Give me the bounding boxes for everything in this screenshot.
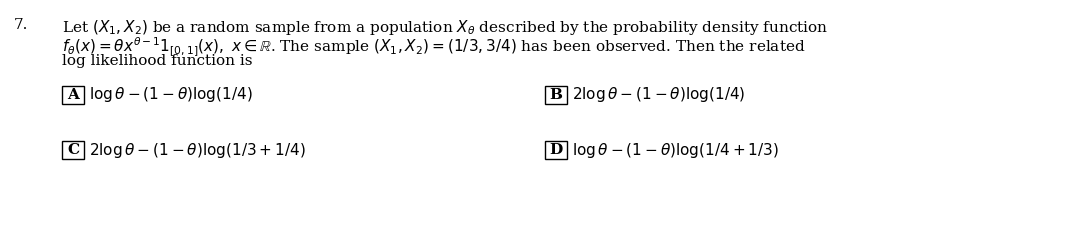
Text: $\log\theta - (1-\theta)\log(1/4)$: $\log\theta - (1-\theta)\log(1/4)$ — [88, 86, 252, 104]
Text: Let $(X_1, X_2)$ be a random sample from a population $X_\theta$ described by th: Let $(X_1, X_2)$ be a random sample from… — [62, 18, 829, 37]
Text: $f_\theta(x) = \theta x^{\theta-1}1_{[0,1]}(x),\ x \in \mathbb{R}$. The sample $: $f_\theta(x) = \theta x^{\theta-1}1_{[0,… — [62, 36, 806, 59]
Text: B: B — [549, 88, 562, 102]
Text: A: A — [67, 88, 79, 102]
Text: $2\log\theta - (1-\theta)\log(1/3+1/4)$: $2\log\theta - (1-\theta)\log(1/3+1/4)$ — [88, 141, 305, 160]
Text: $2\log\theta - (1-\theta)\log(1/4)$: $2\log\theta - (1-\theta)\log(1/4)$ — [572, 86, 746, 104]
Text: C: C — [67, 143, 79, 157]
Text: 7.: 7. — [14, 18, 28, 32]
Text: log likelihood function is: log likelihood function is — [62, 54, 252, 68]
Text: $\log\theta - (1-\theta)\log(1/4+1/3)$: $\log\theta - (1-\theta)\log(1/4+1/3)$ — [572, 141, 779, 160]
Text: D: D — [549, 143, 562, 157]
